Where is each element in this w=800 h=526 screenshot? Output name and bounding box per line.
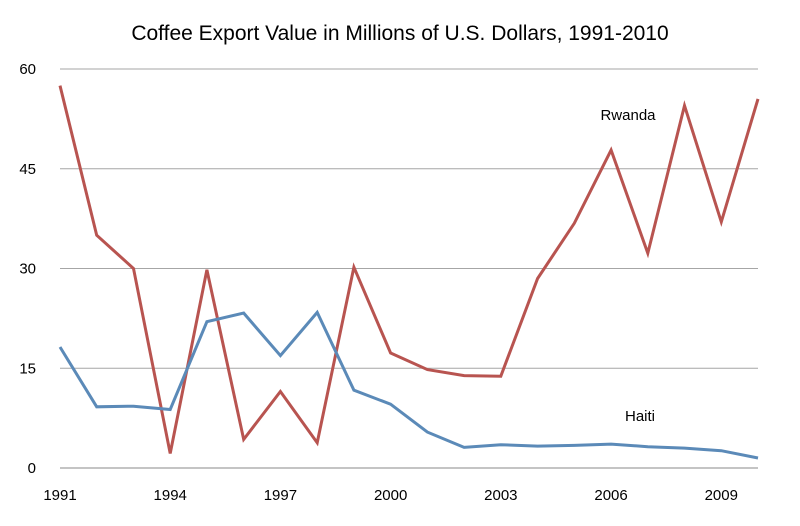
- x-tick-label: 1991: [43, 487, 76, 504]
- x-tick-label: 2000: [374, 487, 407, 504]
- series-labels: Rwanda Haiti: [600, 107, 656, 425]
- x-tick-label: 2009: [705, 487, 738, 504]
- y-tick-label: 45: [19, 161, 36, 178]
- y-tick-label: 30: [19, 261, 36, 278]
- x-tick-label: 2006: [594, 487, 627, 504]
- chart-title: Coffee Export Value in Millions of U.S. …: [131, 22, 669, 45]
- y-tick-label: 0: [28, 460, 36, 477]
- series-line-haiti: [58, 309, 759, 460]
- y-tick-label: 15: [19, 360, 36, 377]
- series-label-haiti: Haiti: [625, 408, 655, 425]
- x-tick-label: 2003: [484, 487, 517, 504]
- x-axis-tick-labels: 1991 1994 1997 2000 2003 2006 2009: [43, 487, 738, 504]
- x-tick-label: 1997: [264, 487, 297, 504]
- gridlines: [60, 68, 758, 469]
- x-tick-label: 1994: [154, 487, 187, 504]
- y-tick-label: 60: [19, 61, 36, 78]
- series-label-rwanda: Rwanda: [600, 107, 656, 124]
- y-axis-tick-labels: 0 15 30 45 60: [19, 61, 36, 477]
- series-lines: [58, 85, 760, 460]
- series-line-rwanda: [58, 85, 760, 454]
